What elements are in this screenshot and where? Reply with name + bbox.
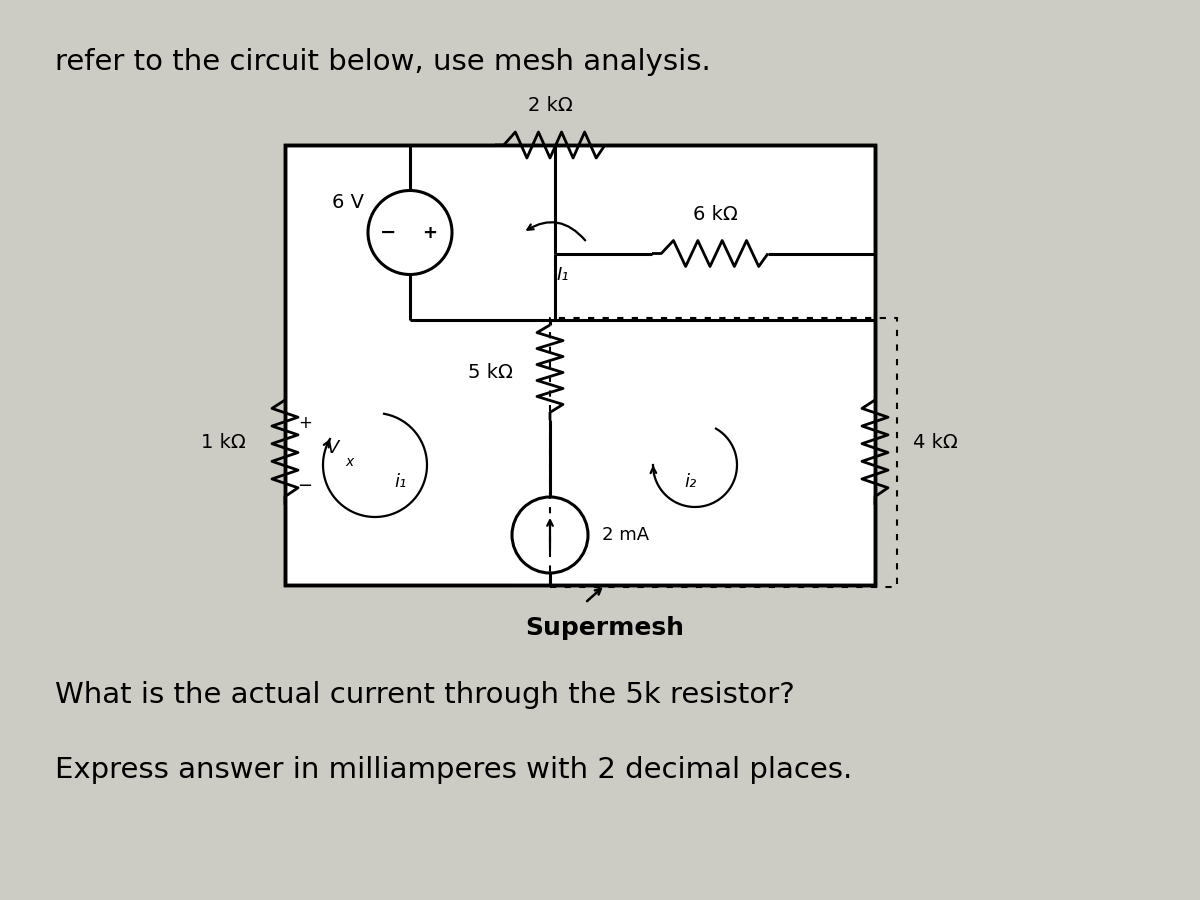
Text: 4 kΩ: 4 kΩ [913, 433, 958, 452]
Text: I₁: I₁ [557, 266, 569, 284]
Text: 5 kΩ: 5 kΩ [468, 363, 512, 382]
Text: −: − [380, 223, 396, 242]
Bar [286, 145, 875, 585]
Bar [286, 145, 875, 585]
Text: 2 kΩ: 2 kΩ [528, 96, 572, 115]
Circle shape [368, 191, 452, 274]
Text: 6 kΩ: 6 kΩ [692, 204, 737, 223]
Text: 1 kΩ: 1 kΩ [200, 433, 245, 452]
Text: −: − [298, 476, 312, 494]
Bar [550, 318, 898, 587]
Text: What is the actual current through the 5k resistor?: What is the actual current through the 5… [55, 681, 794, 709]
Circle shape [512, 497, 588, 573]
Text: x: x [346, 455, 353, 470]
Text: i₂: i₂ [684, 473, 696, 491]
Text: +: + [422, 223, 438, 241]
Text: Express answer in milliamperes with 2 decimal places.: Express answer in milliamperes with 2 de… [55, 756, 852, 784]
Text: +: + [298, 413, 312, 431]
Text: i₁: i₁ [394, 473, 406, 491]
Text: 6 V: 6 V [332, 193, 364, 212]
Text: refer to the circuit below, use mesh analysis.: refer to the circuit below, use mesh ana… [55, 48, 710, 76]
Text: V: V [326, 438, 340, 456]
Text: 2 mA: 2 mA [602, 526, 649, 544]
Text: Supermesh: Supermesh [526, 616, 684, 640]
